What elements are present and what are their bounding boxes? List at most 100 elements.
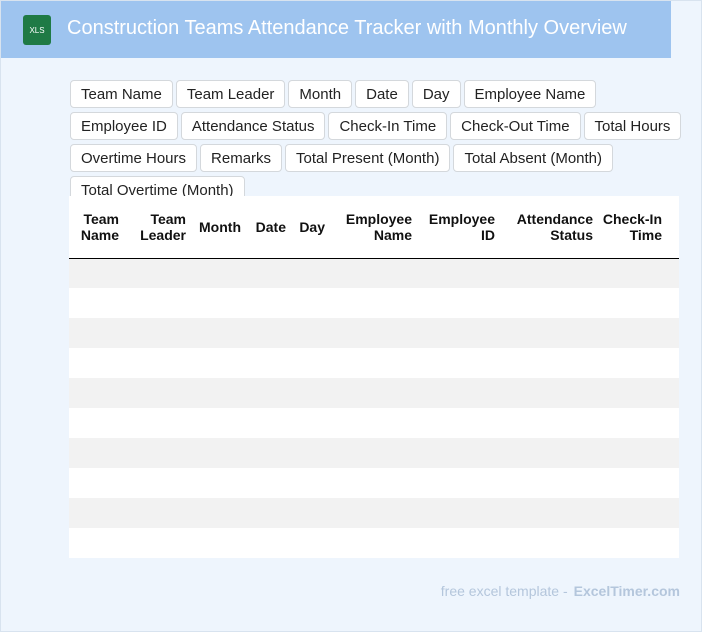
header-bar: XLS Construction Teams Attendance Tracke…	[1, 1, 671, 58]
field-tag: Employee Name	[463, 80, 597, 108]
table-cell	[666, 258, 679, 288]
column-header: Month	[190, 196, 245, 259]
table-cell	[416, 318, 499, 348]
table-cell	[245, 258, 290, 288]
table-cell	[290, 528, 329, 558]
table-row	[69, 258, 679, 288]
column-header: Employee Name	[329, 196, 416, 259]
table-cell	[329, 498, 416, 528]
table-cell	[69, 288, 123, 318]
table-cell	[290, 498, 329, 528]
table-row	[69, 288, 679, 318]
table-cell	[123, 438, 190, 468]
column-header: Date	[245, 196, 290, 259]
table-cell	[329, 528, 416, 558]
table-cell	[329, 348, 416, 378]
table-cell	[290, 288, 329, 318]
table-cell	[123, 258, 190, 288]
field-tag: Employee ID	[70, 112, 178, 140]
table-cell	[499, 408, 597, 438]
table-cell	[123, 288, 190, 318]
table-cell	[123, 468, 190, 498]
field-tag: Total Hours	[583, 112, 682, 140]
table-cell	[290, 468, 329, 498]
table-row	[69, 408, 679, 438]
table-row	[69, 348, 679, 378]
column-header: Check-In Time	[597, 196, 666, 259]
table-cell	[666, 408, 679, 438]
footer: free excel template - ExcelTimer.com	[441, 583, 680, 599]
table-cell	[190, 468, 245, 498]
table-cell	[499, 348, 597, 378]
table-cell	[499, 528, 597, 558]
column-header: Attendance Status	[499, 196, 597, 259]
file-icon: XLS	[23, 15, 51, 45]
table-cell	[190, 378, 245, 408]
table-cell	[123, 408, 190, 438]
table-cell	[416, 258, 499, 288]
footer-brand[interactable]: ExcelTimer.com	[573, 583, 680, 599]
field-tag: Team Name	[70, 80, 173, 108]
table-cell	[245, 378, 290, 408]
table-cell	[123, 498, 190, 528]
table-cell	[290, 408, 329, 438]
table-cell	[416, 288, 499, 318]
table-cell	[597, 438, 666, 468]
table-cell	[245, 318, 290, 348]
table-cell	[190, 258, 245, 288]
table-row	[69, 438, 679, 468]
table-cell	[69, 348, 123, 378]
field-tag: Total Present (Month)	[285, 144, 451, 172]
column-header	[666, 196, 679, 259]
field-tag: Remarks	[200, 144, 283, 172]
table-cell	[416, 378, 499, 408]
table-body	[69, 258, 679, 558]
table-cell	[245, 408, 290, 438]
table-cell	[666, 498, 679, 528]
table-cell	[190, 438, 245, 468]
attendance-table: Team Name Team Leader Month Date Day Employee…	[69, 196, 679, 558]
table-cell	[666, 528, 679, 558]
table-cell	[69, 378, 123, 408]
table-cell	[123, 318, 190, 348]
table-cell	[69, 258, 123, 288]
table-cell	[416, 408, 499, 438]
field-tag: Attendance Status	[180, 112, 326, 140]
column-header: Employee ID	[416, 196, 499, 259]
table-cell	[245, 528, 290, 558]
table-cell	[597, 318, 666, 348]
field-tag: Overtime Hours	[70, 144, 198, 172]
table-cell	[597, 348, 666, 378]
table-cell	[499, 378, 597, 408]
table-cell	[666, 468, 679, 498]
field-tags: Team Name Team Leader Month Date Day Employee…	[70, 80, 698, 204]
table-cell	[69, 438, 123, 468]
table-row	[69, 498, 679, 528]
table-cell	[499, 258, 597, 288]
table-cell	[499, 498, 597, 528]
table-cell	[245, 288, 290, 318]
table-row	[69, 378, 679, 408]
footer-text: free excel template -	[440, 583, 568, 599]
table-cell	[69, 528, 123, 558]
table-cell	[597, 468, 666, 498]
table-cell	[190, 348, 245, 378]
table-cell	[290, 318, 329, 348]
table-cell	[416, 468, 499, 498]
column-header: Team Name	[69, 196, 123, 259]
table-cell	[416, 498, 499, 528]
column-header: Team Leader	[123, 196, 190, 259]
table-cell	[416, 348, 499, 378]
table-cell	[597, 258, 666, 288]
table-cell	[190, 408, 245, 438]
table-cell	[666, 288, 679, 318]
table-cell	[190, 498, 245, 528]
table-cell	[597, 498, 666, 528]
table-cell	[499, 438, 597, 468]
table-cell	[290, 438, 329, 468]
field-tag: Date	[355, 80, 409, 108]
field-tag: Check-In Time	[328, 112, 448, 140]
table-cell	[69, 408, 123, 438]
table-cell	[416, 438, 499, 468]
page-title: Construction Teams Attendance Tracker wi…	[67, 17, 627, 39]
